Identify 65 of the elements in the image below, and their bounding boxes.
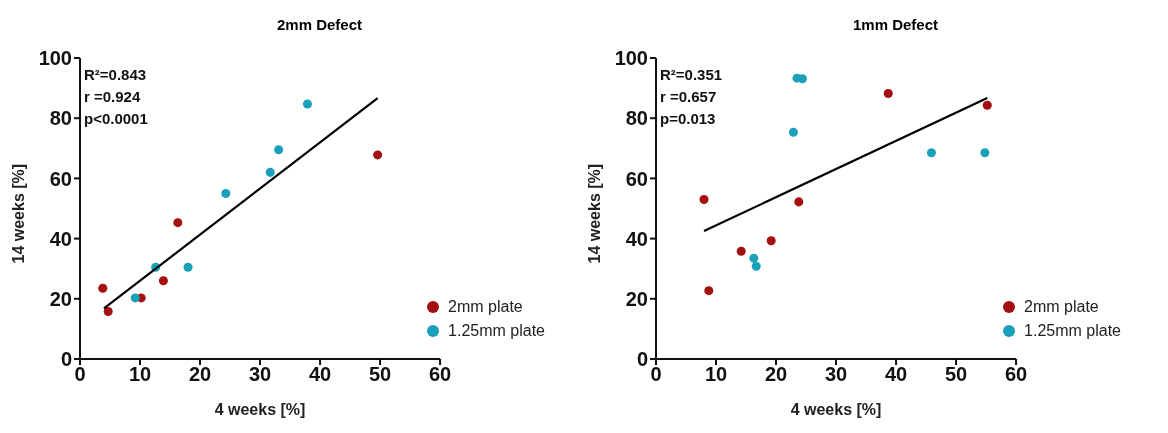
x-tick-label: 0 bbox=[650, 363, 662, 386]
legend-label: 2mm plate bbox=[1024, 297, 1099, 317]
y-tick-label: 0 bbox=[636, 348, 648, 371]
point bbox=[183, 262, 193, 272]
x-axis-title: 4 weeks [%] bbox=[790, 401, 882, 418]
x-tick-label: 30 bbox=[248, 363, 272, 386]
point bbox=[302, 99, 312, 109]
x-tick-label: 20 bbox=[764, 363, 788, 386]
y-tick-label: 60 bbox=[49, 167, 72, 190]
y-tick-label: 60 bbox=[625, 167, 648, 190]
point bbox=[982, 100, 992, 110]
point bbox=[265, 167, 275, 177]
annotation: p=0.013 bbox=[660, 109, 717, 129]
point bbox=[980, 148, 990, 158]
y-tick-label: 100 bbox=[614, 47, 648, 70]
annotation: r =0.657 bbox=[660, 87, 718, 107]
x-tick-label: 40 bbox=[884, 363, 908, 386]
annotation: p<0.0001 bbox=[84, 109, 148, 129]
point bbox=[736, 246, 746, 256]
x-tick-label: 60 bbox=[1004, 363, 1028, 386]
point bbox=[274, 145, 284, 155]
legend-label: 1.25mm plate bbox=[1024, 321, 1121, 341]
point bbox=[130, 293, 140, 303]
y-axis-title: 14 weeks [%] bbox=[9, 163, 27, 264]
point bbox=[103, 306, 113, 316]
annotation: R²=0.351 bbox=[660, 65, 723, 85]
point bbox=[926, 148, 936, 158]
point bbox=[221, 188, 231, 198]
x-axis-title: 4 weeks [%] bbox=[214, 401, 306, 418]
y-tick-label: 40 bbox=[625, 227, 648, 250]
y-tick-label: 40 bbox=[49, 227, 72, 250]
chart-title: 2mm Defect bbox=[275, 16, 363, 33]
point bbox=[794, 197, 804, 207]
x-tick-label: 40 bbox=[308, 363, 332, 386]
annotation: R²=0.843 bbox=[84, 65, 148, 85]
point bbox=[98, 283, 108, 293]
y-tick-label: 80 bbox=[625, 107, 648, 130]
point bbox=[373, 150, 383, 160]
point bbox=[883, 89, 893, 99]
point bbox=[788, 127, 798, 137]
y-tick-label: 0 bbox=[60, 348, 72, 371]
y-axis-title: 14 weeks [%] bbox=[585, 163, 603, 264]
y-tick-label: 20 bbox=[49, 287, 72, 310]
x-tick-label: 20 bbox=[188, 363, 212, 386]
legend-label: 2mm plate bbox=[448, 297, 523, 317]
y-tick-label: 20 bbox=[625, 287, 648, 310]
x-tick-label: 50 bbox=[368, 363, 392, 386]
point bbox=[749, 253, 759, 263]
point bbox=[173, 218, 183, 228]
chart-title: 1mm Defect bbox=[851, 16, 939, 33]
x-tick-label: 60 bbox=[428, 363, 452, 386]
y-tick-label: 100 bbox=[38, 47, 72, 70]
point bbox=[751, 261, 761, 271]
legend-label: 1.25mm plate bbox=[448, 321, 545, 341]
x-tick-label: 50 bbox=[944, 363, 968, 386]
point bbox=[766, 236, 776, 246]
point bbox=[699, 194, 709, 204]
x-tick-label: 0 bbox=[74, 363, 86, 386]
x-tick-label: 30 bbox=[824, 363, 848, 386]
y-tick-label: 80 bbox=[49, 107, 72, 130]
annotation: r =0.924 bbox=[84, 87, 142, 107]
x-tick-label: 10 bbox=[128, 363, 152, 386]
point bbox=[704, 286, 714, 296]
point bbox=[158, 276, 168, 286]
x-tick-label: 10 bbox=[704, 363, 728, 386]
